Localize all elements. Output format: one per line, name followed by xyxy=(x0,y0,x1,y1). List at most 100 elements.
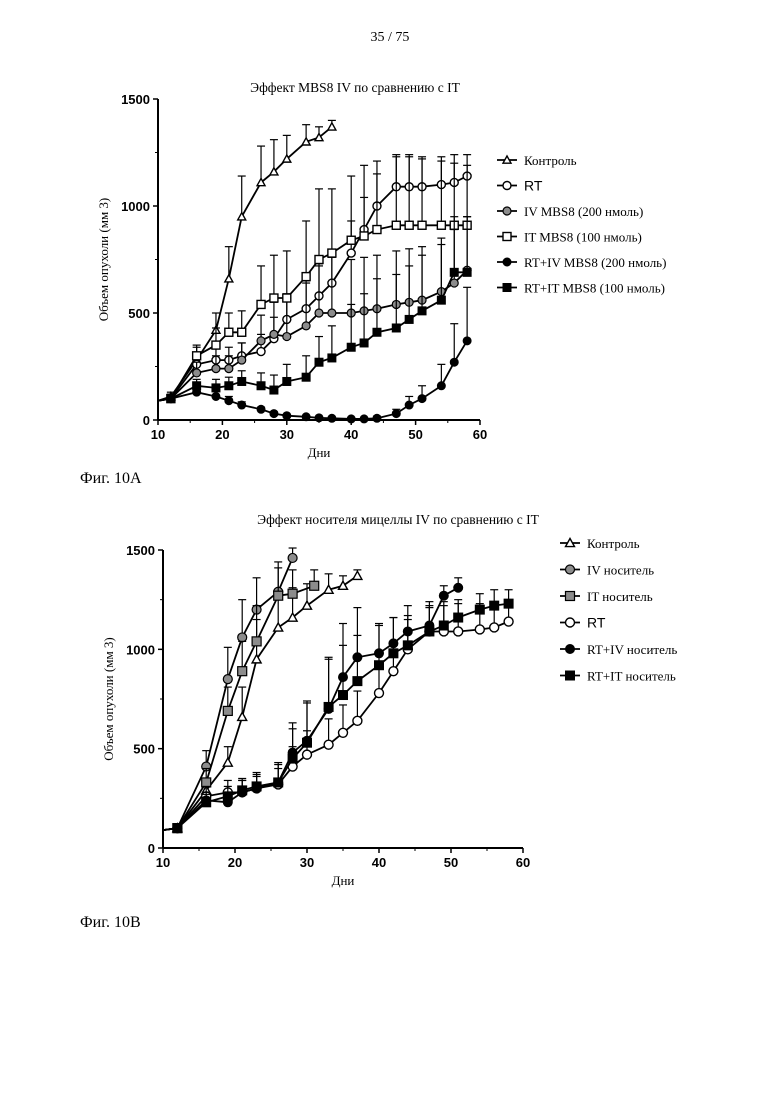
legend-marker xyxy=(502,206,512,216)
data-point xyxy=(346,248,356,258)
series xyxy=(157,119,338,402)
data-point xyxy=(301,372,311,382)
data-point xyxy=(301,599,313,610)
y-tick-label: 1500 xyxy=(121,92,150,107)
y-tick-label: 1500 xyxy=(126,543,155,558)
series xyxy=(162,589,514,834)
data-point xyxy=(237,327,247,337)
legend-marker xyxy=(502,231,512,242)
data-point xyxy=(269,385,279,395)
series-line xyxy=(157,175,468,402)
data-point xyxy=(503,598,514,609)
data-point xyxy=(391,409,401,419)
data-point xyxy=(359,231,369,241)
data-point xyxy=(417,306,427,316)
data-point xyxy=(402,640,413,651)
data-point xyxy=(417,394,427,404)
data-point xyxy=(323,739,334,750)
legend-marker xyxy=(564,564,576,575)
data-point xyxy=(372,224,382,235)
data-point xyxy=(489,600,500,611)
data-point xyxy=(300,136,312,146)
data-point xyxy=(346,414,356,424)
figure-caption-10a: Фиг. 10А xyxy=(80,470,142,487)
data-point xyxy=(211,383,221,393)
data-point xyxy=(269,293,279,303)
data-point xyxy=(388,648,399,659)
legend-label: IT MBS8 (100 нмоль) xyxy=(524,230,642,245)
data-point xyxy=(314,413,324,423)
data-point xyxy=(449,267,459,277)
data-point xyxy=(222,705,233,717)
chart-10b: Эффект носителя мицеллы IV по сравнению … xyxy=(101,512,677,888)
legend-entry: RT+IV MBS8 (200 нмоль) xyxy=(497,255,666,270)
legend-marker xyxy=(501,154,513,164)
data-point xyxy=(404,220,414,230)
y-tick-label: 1000 xyxy=(121,199,150,214)
data-point xyxy=(438,590,449,601)
legend-entry: RT xyxy=(497,178,543,194)
data-point xyxy=(424,626,435,637)
data-point xyxy=(211,391,221,401)
data-point xyxy=(191,351,202,361)
legend-marker xyxy=(564,617,576,628)
data-point xyxy=(352,676,363,687)
data-point xyxy=(281,153,292,163)
chart-10a: Эффект MBS8 IV по сравнению с IT 10 20 30 40… xyxy=(96,80,666,460)
data-point xyxy=(346,342,356,352)
data-point xyxy=(256,346,266,357)
data-point xyxy=(224,364,234,374)
data-point xyxy=(313,132,325,142)
data-point xyxy=(391,220,401,230)
legend-label: RT+IV MBS8 (200 нмоль) xyxy=(524,255,666,270)
legend-marker xyxy=(502,283,512,292)
legend-label: IV MBS8 (200 нмоль) xyxy=(524,204,643,219)
data-point xyxy=(374,660,384,671)
data-point xyxy=(256,336,266,346)
data-point xyxy=(192,381,202,391)
data-point xyxy=(256,299,266,310)
data-point xyxy=(474,604,485,615)
legend-label: RT+IT носитель xyxy=(587,669,676,684)
data-point xyxy=(351,569,364,581)
data-point xyxy=(301,749,313,760)
data-point xyxy=(255,177,267,187)
legend-marker xyxy=(564,537,576,548)
legend-label: Контроль xyxy=(587,536,640,551)
data-point xyxy=(436,220,447,230)
data-point xyxy=(272,621,284,632)
data-point xyxy=(373,687,385,699)
data-point xyxy=(323,701,334,712)
data-point xyxy=(314,308,324,318)
data-point xyxy=(309,580,320,591)
x-tick-label: 50 xyxy=(408,427,422,442)
data-point xyxy=(237,376,247,386)
data-point xyxy=(417,220,427,230)
series xyxy=(157,286,472,424)
y-tick-label: 1000 xyxy=(126,642,155,657)
data-point xyxy=(166,394,176,404)
data-point xyxy=(237,666,248,677)
data-point xyxy=(327,248,337,258)
legend-entry: RT xyxy=(560,615,606,631)
data-point xyxy=(404,314,414,324)
data-point xyxy=(287,552,298,564)
y-axis-label: Объем опухоли (мм 3) xyxy=(96,198,111,322)
data-point xyxy=(449,357,459,367)
legend-entry: IT MBS8 (100 нмоль) xyxy=(497,230,642,245)
data-point xyxy=(223,273,235,283)
series xyxy=(162,561,320,834)
data-point xyxy=(503,616,514,627)
data-point xyxy=(436,295,446,305)
data-point xyxy=(222,791,233,802)
page-number: 35 / 75 xyxy=(370,30,410,45)
data-point xyxy=(474,624,485,635)
x-tick-label: 60 xyxy=(516,855,530,870)
x-tick-label: 30 xyxy=(280,427,294,442)
x-tick-label: 40 xyxy=(344,427,358,442)
data-point xyxy=(172,823,183,834)
data-point xyxy=(269,409,279,419)
chart-title: Эффект MBS8 IV по сравнению с IT xyxy=(250,80,460,95)
data-point xyxy=(489,622,500,633)
data-point xyxy=(287,588,298,599)
